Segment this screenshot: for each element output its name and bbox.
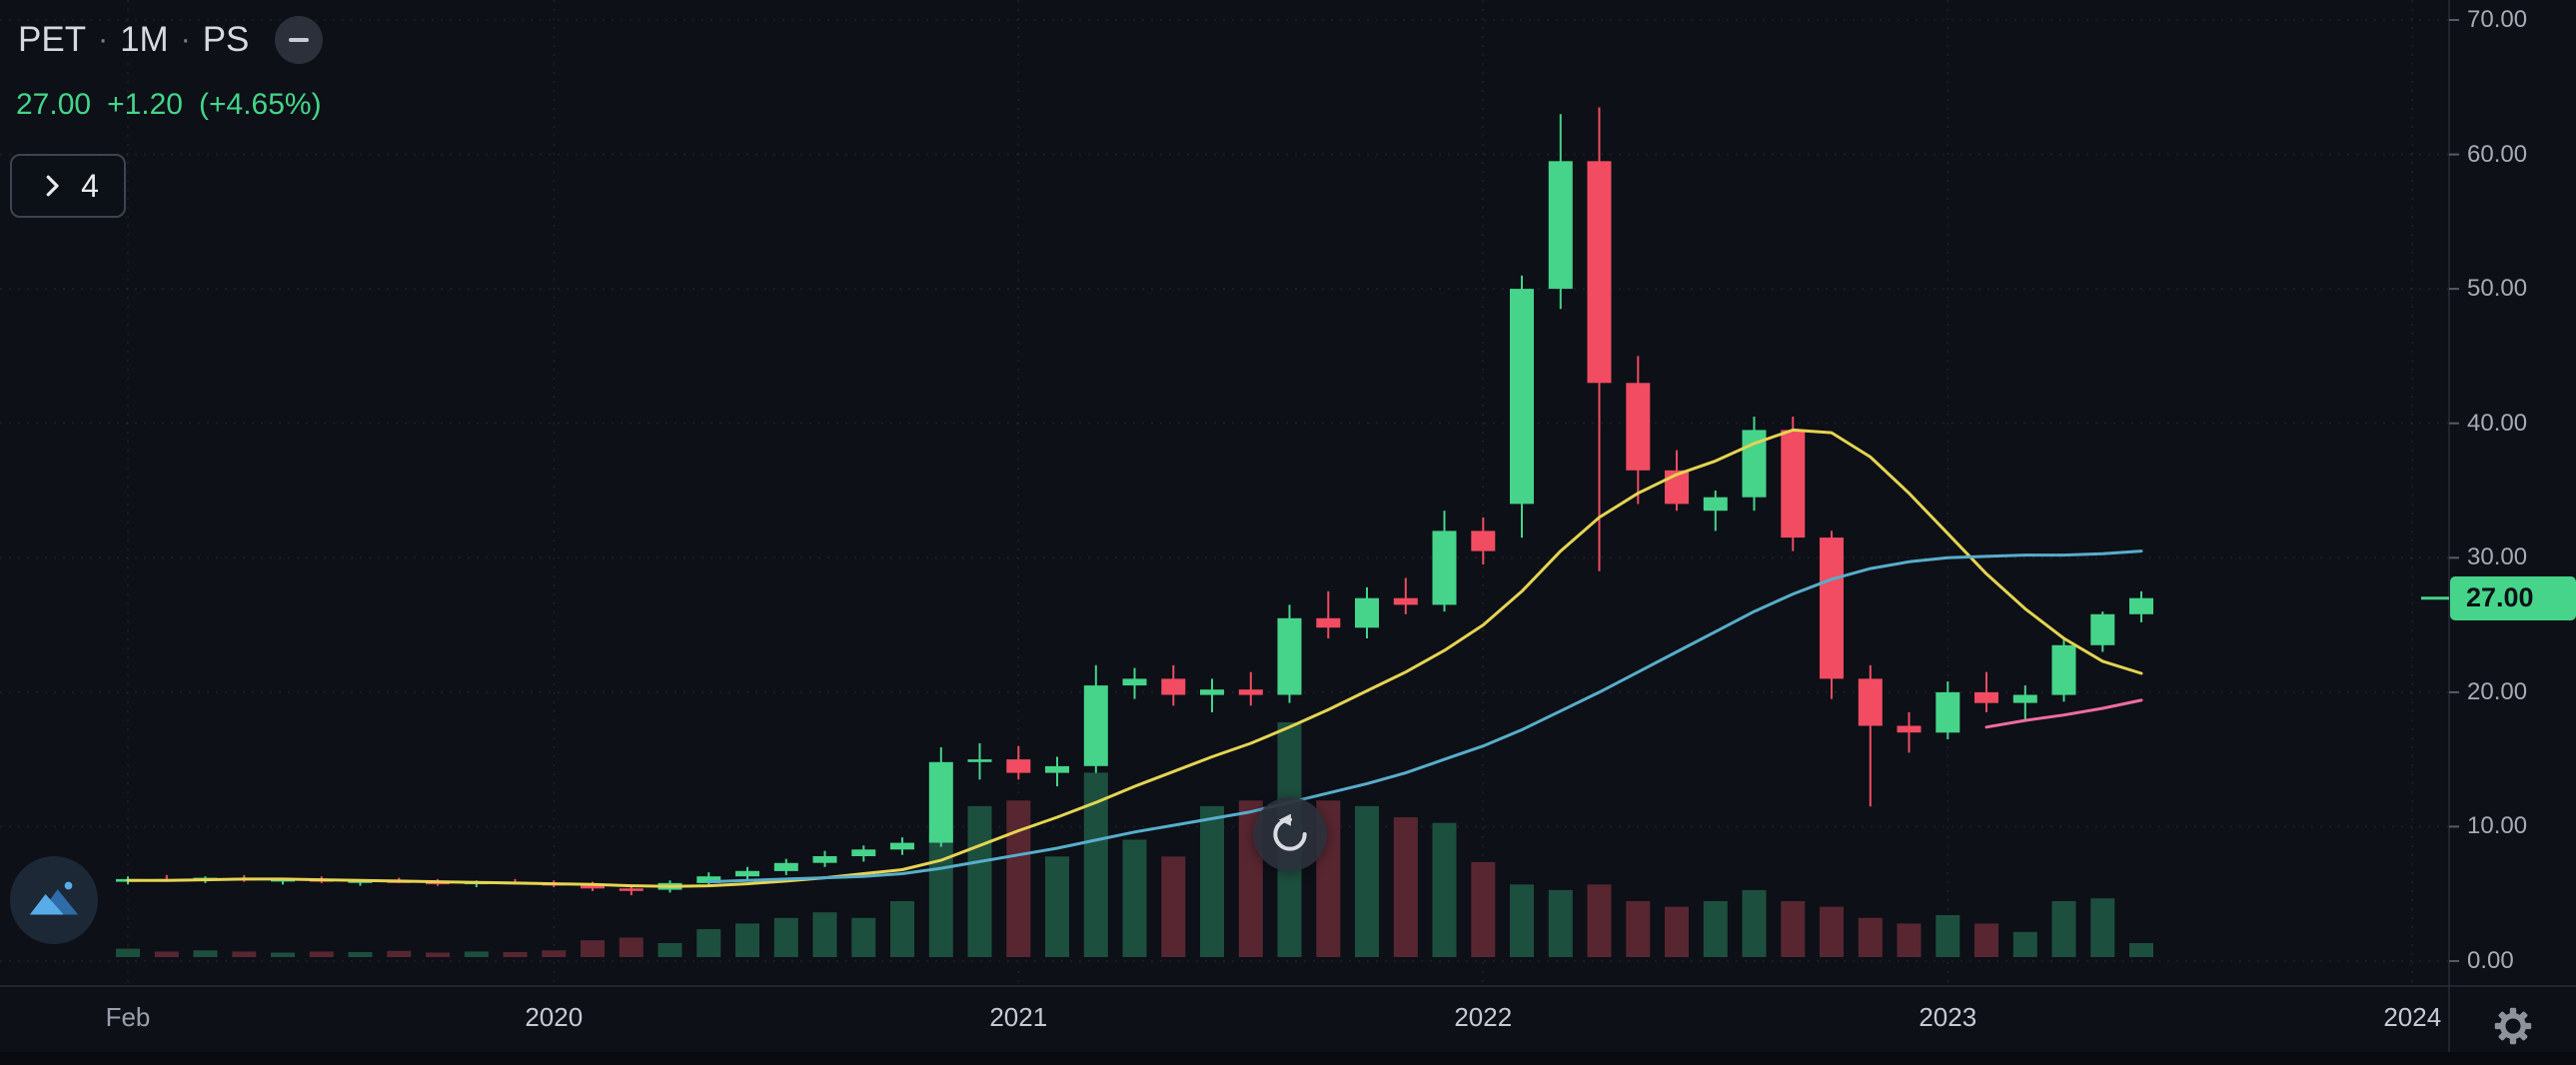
chevron-right-icon (46, 175, 59, 197)
gear-icon (2494, 1007, 2531, 1044)
window-bottom-edge (0, 1052, 2576, 1065)
time-scale-label: 2022 (1454, 1002, 1513, 1032)
symbol-name[interactable]: PET (18, 20, 87, 59)
time-scale-label: Feb (105, 1002, 151, 1032)
time-scale-label: 2023 (1919, 1002, 1977, 1032)
settings-button[interactable] (2490, 1003, 2536, 1049)
legend-separator: · (180, 23, 191, 56)
exchange-code: PS (202, 20, 250, 59)
chart-logo-button[interactable] (10, 856, 98, 944)
candles (116, 107, 2153, 896)
timeframe-label[interactable]: 1M (120, 20, 169, 59)
time-scale[interactable]: Feb 2020 2021 2022 2023 2024 (0, 986, 2576, 1065)
grid-lines (0, 0, 2449, 986)
price-scale-label: 50.00 (2467, 275, 2528, 303)
minus-icon (289, 38, 310, 42)
last-price-value: 27.00 (2466, 582, 2534, 613)
time-scale-label: 2024 (2383, 1002, 2442, 1032)
price-scale-label: 0.00 (2467, 947, 2514, 974)
last-price-label: 27.00 (2450, 575, 2576, 620)
price-scale-label: 60.00 (2467, 140, 2528, 168)
current-price: 27.00 (16, 88, 92, 121)
legend-collapse-button[interactable] (275, 16, 324, 64)
symbol-legend[interactable]: PET · 1M · PS (18, 16, 324, 64)
price-change: +1.20 (107, 88, 183, 121)
volume-bars (116, 722, 2153, 957)
price-readout: 27.00 +1.20 (+4.65%) (16, 88, 322, 122)
price-scale-label: 30.00 (2467, 543, 2528, 571)
area-chart-icon (29, 881, 79, 915)
price-scale[interactable]: 70.00 60.00 50.00 40.00 30.00 20.00 10.00 0.00 (2449, 0, 2576, 986)
indicators-collapsed-button[interactable]: 4 (10, 154, 126, 218)
time-scale-label: 2020 (525, 1002, 584, 1032)
price-change-percent: (+4.65%) (199, 88, 322, 121)
reset-icon (1273, 813, 1307, 851)
time-scale-label: 2021 (989, 1002, 1048, 1032)
price-scale-label: 40.00 (2467, 409, 2528, 437)
legend-separator: · (98, 23, 109, 56)
ma-pink-line (1984, 698, 2143, 729)
price-scale-label: 10.00 (2467, 812, 2528, 840)
price-scale-label: 70.00 (2467, 6, 2528, 33)
scale-corner (2449, 986, 2576, 1065)
indicators-count: 4 (81, 167, 99, 204)
reset-chart-button[interactable] (1253, 797, 1327, 871)
ma-blue-line (706, 549, 2143, 884)
price-scale-label: 20.00 (2467, 677, 2528, 705)
ma-yellow-line (126, 428, 2143, 888)
